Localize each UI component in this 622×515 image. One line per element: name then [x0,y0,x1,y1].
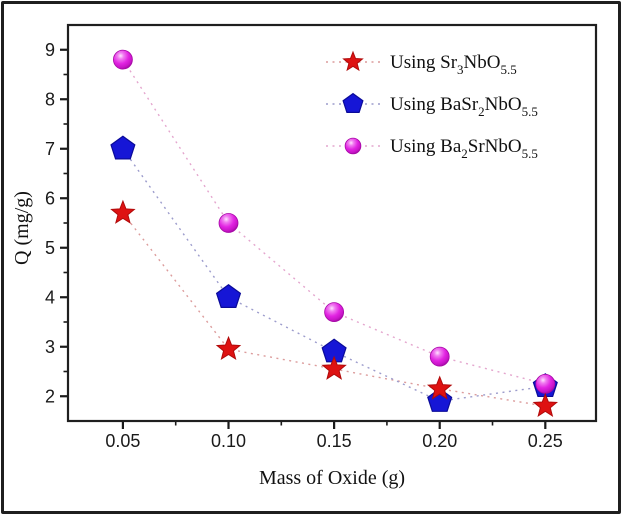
data-point-series-0 [532,392,559,417]
x-tick-label: 0.15 [317,431,352,451]
data-point-series-1 [110,135,136,160]
x-tick-label: 0.05 [105,431,140,451]
legend-label-2: Using Ba2SrNbO5.5 [390,136,538,161]
legend-label-0: Using Sr3NbO5.5 [390,52,517,77]
x-tick-label: 0.10 [211,431,246,451]
y-tick-label: 8 [45,90,55,110]
data-point-series-2 [429,346,450,367]
data-point-series-2 [324,302,345,323]
y-axis-title: Q (mg/g) [11,191,33,265]
legend-marker-1 [342,92,364,113]
data-point-series-2 [218,213,239,233]
data-point-series-2 [535,373,556,394]
legend-marker-2 [344,137,362,155]
x-tick-label: 0.25 [528,431,563,451]
data-point-series-2 [113,49,133,70]
data-point-series-0 [215,335,242,361]
data-point-series-0 [321,355,347,380]
legend-label-1: Using BaSr2NbO5.5 [390,94,538,119]
legend-marker-0 [342,50,364,72]
plot-area: 2 3 4 5 6 7 8 9 0.05 0.10 0.15 0.20 0.25 Using Sr3NbO… [45,23,598,451]
y-tick-label: 9 [45,40,55,60]
y-tick-label: 3 [45,337,55,357]
y-tick-label: 4 [45,288,55,308]
y-tick-label: 5 [45,238,55,258]
y-tick-label: 2 [45,387,55,407]
x-tick-label: 0.20 [422,431,457,451]
plot-frame [66,23,598,423]
y-tick-label: 6 [45,189,55,209]
y-tick-label: 7 [45,139,55,159]
data-point-series-1 [215,284,242,308]
x-axis-title: Mass of Oxide (g) [259,467,405,489]
data-point-series-0 [110,199,136,224]
data-point-series-0 [426,375,453,400]
